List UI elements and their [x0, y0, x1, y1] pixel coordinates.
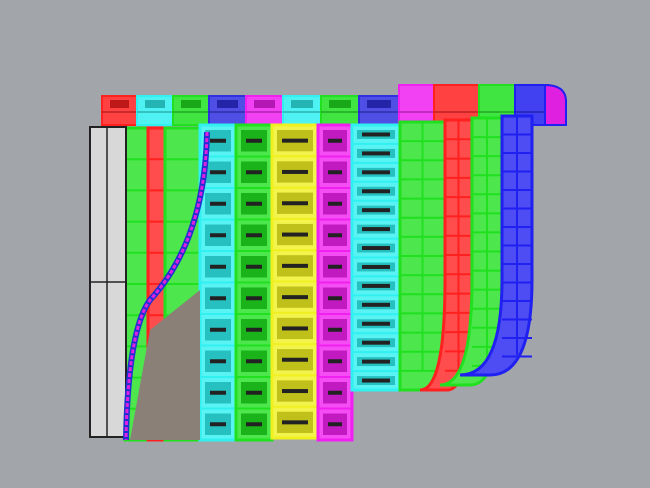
gray-frame-panel — [89, 126, 127, 438]
panel-label-text — [328, 390, 342, 395]
panel-label-text — [282, 138, 308, 143]
panel-label-text — [282, 169, 308, 174]
panel-label-text — [362, 264, 390, 269]
panel-label-text — [282, 326, 308, 331]
front-panel-columns — [123, 114, 534, 442]
panel-label-text — [328, 138, 342, 143]
panel-label-text — [328, 359, 342, 364]
back-edge-cap — [544, 83, 567, 126]
panel-label-text — [246, 138, 262, 143]
panel-label-text — [362, 151, 390, 156]
panel-label-text — [246, 422, 262, 427]
panel-label-text — [362, 189, 390, 194]
panel-label — [110, 100, 129, 108]
panel-label-text — [328, 327, 342, 332]
panel-label-text — [328, 201, 342, 206]
panel-label-text — [282, 357, 308, 362]
back-panel — [398, 84, 435, 126]
panel-label — [329, 100, 351, 108]
panel-label-text — [328, 170, 342, 175]
panel-label — [181, 100, 201, 108]
panel-label-text — [328, 233, 342, 238]
panel-label-text — [246, 359, 262, 364]
panel-label-text — [362, 170, 390, 175]
panel-label — [145, 100, 165, 108]
panel-label — [367, 100, 391, 108]
panel-label-text — [246, 201, 262, 206]
panel-label-text — [210, 264, 226, 269]
edge-curve-magenta — [124, 131, 209, 441]
panel-label-text — [282, 295, 308, 300]
panel-label-text — [210, 233, 226, 238]
panel-label-text — [282, 420, 308, 425]
panel-label-text — [282, 263, 308, 268]
panel-label-text — [246, 327, 262, 332]
panel-label — [291, 100, 313, 108]
edge-curve — [123, 131, 210, 441]
panel-label-text — [328, 296, 342, 301]
panel-label — [254, 100, 275, 108]
panel-label-text — [282, 389, 308, 394]
panel-label-text — [246, 264, 262, 269]
panel-label-text — [210, 327, 226, 332]
panel-label-text — [210, 422, 226, 427]
panel-label-text — [210, 296, 226, 301]
shadow-region — [130, 290, 200, 440]
panel-column — [459, 114, 534, 377]
panel-label-text — [362, 359, 390, 364]
panel-label-text — [362, 378, 390, 383]
panel-label-text — [246, 390, 262, 395]
panel-label-text — [246, 296, 262, 301]
panel-label-text — [210, 138, 226, 143]
panel-label-text — [362, 283, 390, 288]
panel-label-text — [210, 390, 226, 395]
panel-label-text — [362, 132, 390, 137]
panel-label-text — [328, 264, 342, 269]
panel-label-text — [362, 321, 390, 326]
panel-label-text — [210, 201, 226, 206]
panel-label-text — [282, 201, 308, 206]
panel-label-text — [362, 302, 390, 307]
panel-label-text — [362, 208, 390, 213]
panel-label-text — [246, 233, 262, 238]
panel-label-text — [362, 246, 390, 251]
panel-label-text — [246, 170, 262, 175]
panel-label-text — [362, 340, 390, 345]
panel-label-text — [362, 227, 390, 232]
panel-label-text — [210, 359, 226, 364]
panel-label-text — [282, 232, 308, 237]
back-panel-row — [101, 83, 567, 126]
panel-label — [217, 100, 238, 108]
panel-label-text — [328, 422, 342, 427]
panel-label-text — [210, 170, 226, 175]
